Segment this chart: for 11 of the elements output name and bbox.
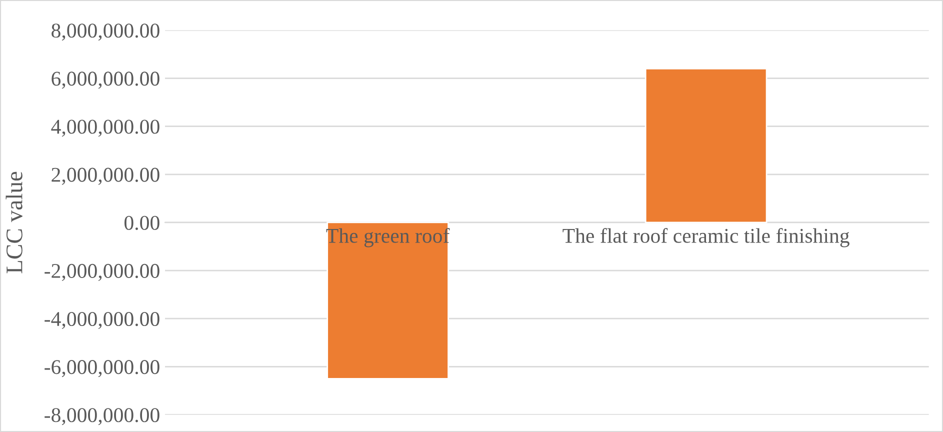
y-tick-label: 2,000,000.00	[52, 168, 160, 185]
y-axis-title: LCC value	[6, 172, 22, 274]
y-tick-label: 4,000,000.00	[51, 120, 160, 137]
x-tick-label: The flat roof ceramic tile finishing	[562, 228, 850, 248]
y-tick-label: -8,000,000.00	[44, 408, 160, 426]
y-tick-label: 8,000,000.00	[52, 24, 160, 41]
y-tick-label: -2,000,000.00	[44, 264, 160, 281]
y-tick-label: -6,000,000.00	[44, 360, 160, 378]
y-tick-label: 6,000,000.00	[52, 72, 160, 89]
y-tick-label: -4,000,000.00	[44, 312, 160, 330]
y-tick-label: 0.00	[124, 216, 160, 230]
